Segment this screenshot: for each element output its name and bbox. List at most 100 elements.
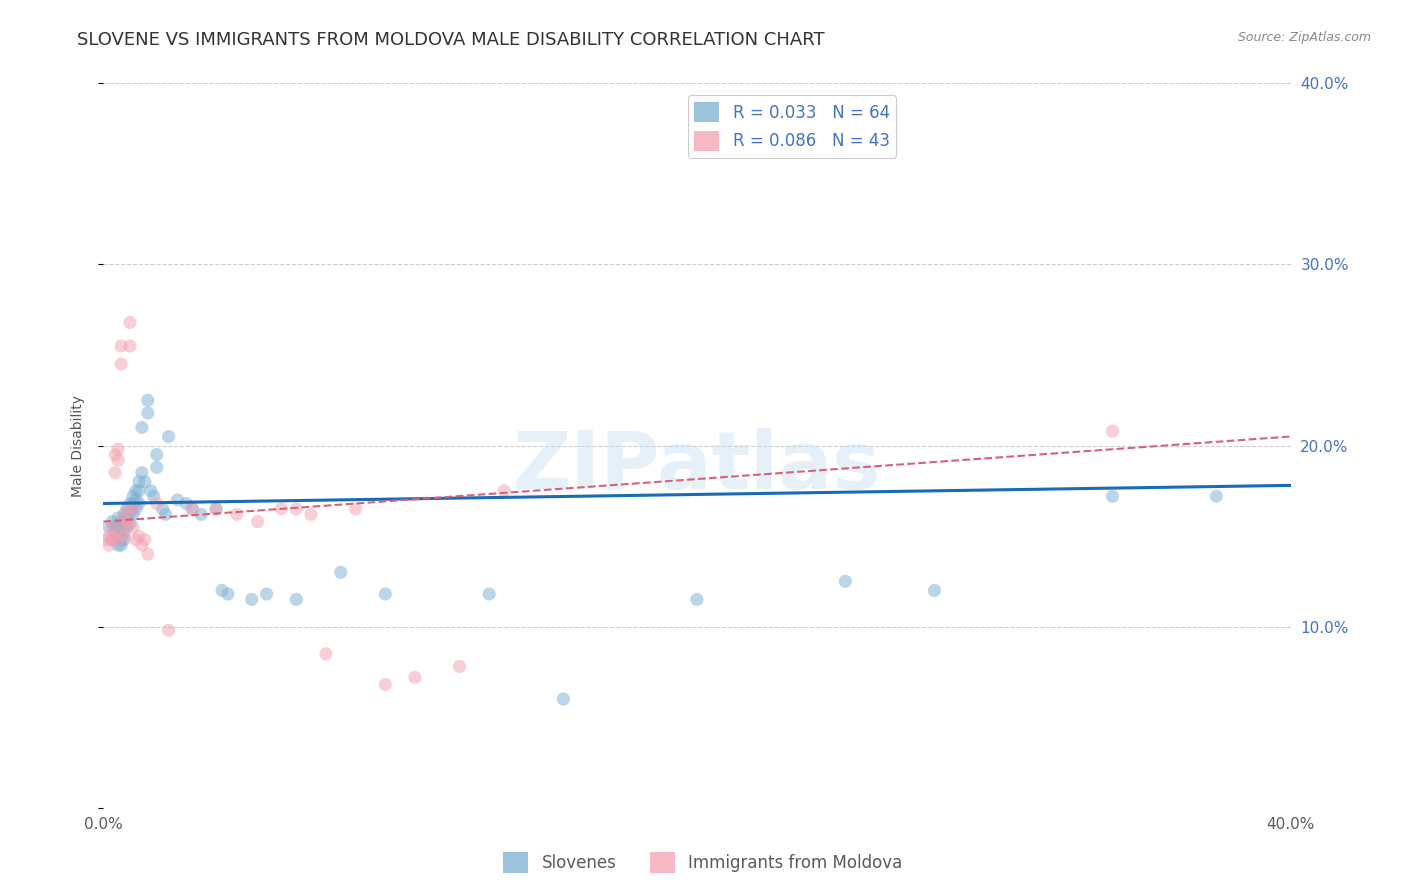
Point [107,520,129,534]
Point [166,492,188,507]
Point [96,533,118,547]
Point [104,525,127,540]
Point [112,515,135,529]
Point [492,483,515,498]
Point [285,502,308,516]
Point [107,529,129,543]
Point [686,592,709,607]
Point [924,583,946,598]
Point [104,529,127,543]
Point [118,516,141,531]
Point [110,339,132,353]
Point [104,448,127,462]
Point [225,508,247,522]
Point [125,502,148,516]
Point [131,538,153,552]
Point [315,647,337,661]
Text: Source: ZipAtlas.com: Source: ZipAtlas.com [1237,31,1371,45]
Point [112,533,135,547]
Point [115,511,138,525]
Point [131,420,153,434]
Point [139,483,162,498]
Point [110,533,132,547]
Point [1205,489,1227,503]
Point [128,475,150,489]
Point [107,538,129,552]
Point [145,448,167,462]
Point [128,529,150,543]
Point [299,508,322,522]
Point [344,502,367,516]
Point [107,453,129,467]
Point [125,483,148,498]
Point [136,393,159,408]
Point [205,502,228,516]
Point [112,508,135,522]
Point [118,496,141,510]
Y-axis label: Male Disability: Male Disability [72,394,86,497]
Point [98,529,121,543]
Point [256,587,278,601]
Point [101,520,124,534]
Point [122,520,145,534]
Point [112,525,135,540]
Point [145,460,167,475]
Point [1101,489,1123,503]
Point [118,315,141,329]
Point [155,508,177,522]
Point [101,533,124,547]
Point [110,357,132,371]
Point [107,511,129,525]
Point [107,533,129,547]
Point [122,502,145,516]
Point [131,466,153,480]
Point [478,587,501,601]
Point [145,496,167,510]
Point [142,489,165,503]
Point [181,502,204,516]
Point [101,533,124,547]
Point [157,429,180,443]
Point [115,520,138,534]
Point [834,574,856,589]
Point [98,520,121,534]
Point [1101,424,1123,438]
Point [246,515,269,529]
Point [134,475,156,489]
Point [125,533,148,547]
Point [217,587,239,601]
Point [115,515,138,529]
Text: SLOVENE VS IMMIGRANTS FROM MOLDOVA MALE DISABILITY CORRELATION CHART: SLOVENE VS IMMIGRANTS FROM MOLDOVA MALE … [77,31,825,49]
Point [128,483,150,498]
Point [404,670,426,684]
Point [128,496,150,510]
Point [374,677,396,691]
Point [181,502,204,516]
Point [449,659,471,673]
Point [118,506,141,520]
Point [125,492,148,507]
Point [122,489,145,503]
Point [134,533,156,547]
Point [118,339,141,353]
Point [104,520,127,534]
Point [112,520,135,534]
Point [122,508,145,522]
Point [110,538,132,552]
Point [205,502,228,516]
Point [211,583,233,598]
Point [110,515,132,529]
Point [115,502,138,516]
Point [176,496,198,510]
Point [104,466,127,480]
Point [152,502,174,516]
Point [98,538,121,552]
Point [104,533,127,547]
Point [374,587,396,601]
Legend: R = 0.033   N = 64, R = 0.086   N = 43: R = 0.033 N = 64, R = 0.086 N = 43 [688,95,897,158]
Point [112,529,135,543]
Point [110,524,132,538]
Point [553,692,575,706]
Point [115,502,138,516]
Point [190,508,212,522]
